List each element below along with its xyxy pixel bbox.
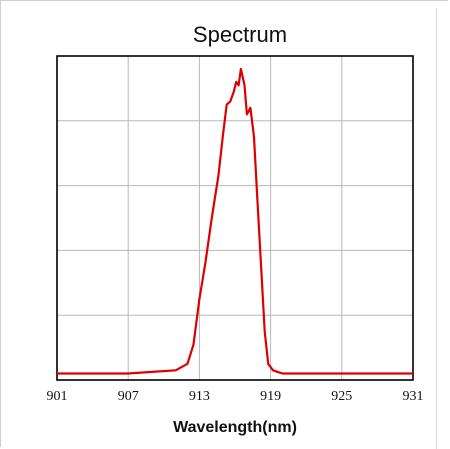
frame-divider	[436, 8, 437, 449]
x-tick-label: 919	[260, 389, 281, 404]
x-tick-label: 931	[403, 389, 424, 404]
plot-border	[56, 55, 414, 381]
x-tick-labels: 901 907 913 919 925 931	[47, 389, 424, 404]
x-tick-label: 907	[118, 389, 139, 404]
grid	[57, 56, 413, 380]
x-tick-label: 925	[331, 389, 352, 404]
x-tick-label: 901	[47, 389, 68, 404]
chart-title: Spectrum	[193, 22, 287, 47]
x-axis-label: Wavelength(nm)	[173, 419, 297, 436]
spectrum-line	[57, 67, 413, 375]
x-tick-label: 913	[189, 389, 210, 404]
